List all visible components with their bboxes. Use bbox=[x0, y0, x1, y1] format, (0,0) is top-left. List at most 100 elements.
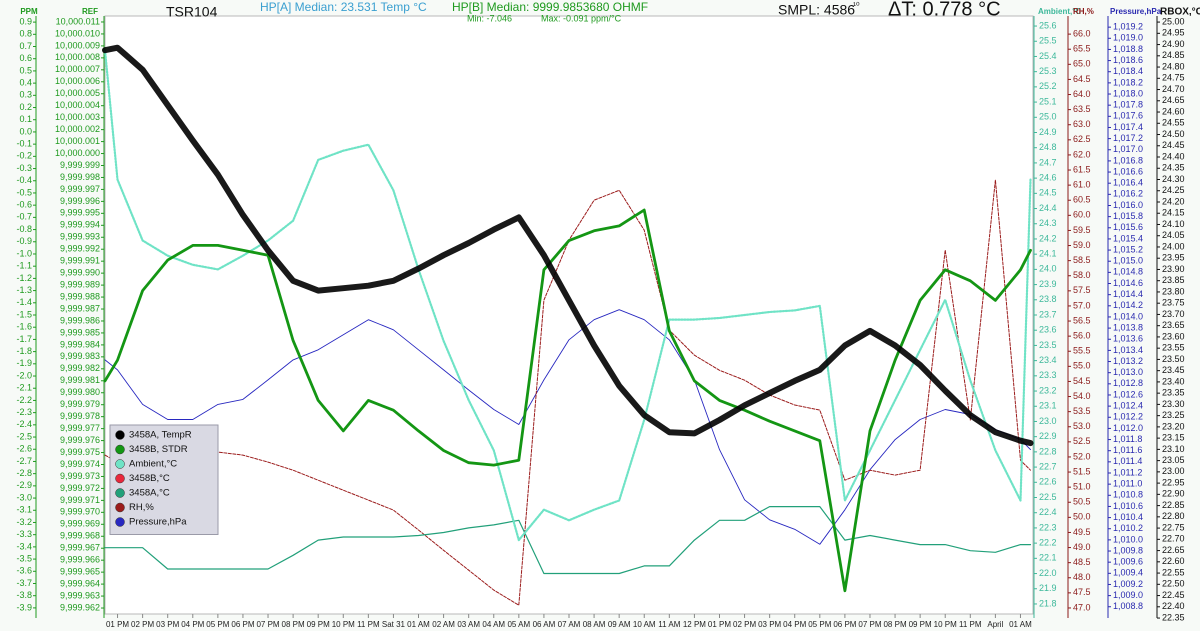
y-tick-label: 9,999.970 bbox=[60, 507, 100, 517]
y-tick-label: 21.8 bbox=[1039, 598, 1057, 608]
y-tick-label: 9,999.993 bbox=[60, 232, 100, 242]
y-tick-label: 9,999.984 bbox=[60, 339, 100, 349]
legend-label: Pressure,hPa bbox=[129, 517, 187, 528]
y-tick-label: 25.2 bbox=[1039, 81, 1057, 91]
y-tick-label: 64.5 bbox=[1073, 74, 1091, 84]
y-tick-label: 1,015.6 bbox=[1113, 222, 1143, 232]
y-tick-label: 1,015.8 bbox=[1113, 211, 1143, 221]
y-tick-label: 1,012.2 bbox=[1113, 412, 1143, 422]
y-tick-label: 1,015.0 bbox=[1113, 256, 1143, 266]
y-tick-label: 49.0 bbox=[1073, 542, 1091, 552]
x-tick-label: 02 PM bbox=[131, 620, 154, 629]
y-tick-label: 1,008.8 bbox=[1113, 601, 1143, 611]
y-tick-label: 51.0 bbox=[1073, 482, 1091, 492]
y-tick-label: 1,012.8 bbox=[1113, 378, 1143, 388]
y-tick-label: 1,016.4 bbox=[1113, 178, 1143, 188]
y-tick-label: 1,018.2 bbox=[1113, 77, 1143, 87]
y-tick-label: 9,999.999 bbox=[60, 160, 100, 170]
y-tick-label: 24.65 bbox=[1162, 95, 1185, 105]
y-tick-label: 10,000.002 bbox=[55, 124, 100, 134]
y-tick-label: -3.1 bbox=[16, 505, 32, 515]
x-tick-label: 04 PM bbox=[181, 620, 204, 629]
y-tick-label: 24.45 bbox=[1162, 140, 1185, 150]
y-tick-label: 0.8 bbox=[19, 29, 32, 39]
y-tick-label: 24.85 bbox=[1162, 50, 1185, 60]
y-tick-label: 9,999.983 bbox=[60, 351, 100, 361]
y-tick-label: 55.5 bbox=[1073, 346, 1091, 356]
legend-label: 3458B,°C bbox=[129, 473, 170, 484]
y-tick-label: 24.40 bbox=[1162, 151, 1185, 161]
y-tick-label: -3.0 bbox=[16, 492, 32, 502]
x-tick-label: 05 AM bbox=[507, 620, 530, 629]
y-tick-label: 1,014.2 bbox=[1113, 300, 1143, 310]
y-tick-label: 9,999.976 bbox=[60, 435, 100, 445]
y-tick-label: -0.2 bbox=[16, 151, 32, 161]
y-tick-label: 9,999.992 bbox=[60, 244, 100, 254]
y-tick-label: -2.6 bbox=[16, 444, 32, 454]
x-tick-label: 08 AM bbox=[583, 620, 606, 629]
y-tick-label: 1,010.8 bbox=[1113, 490, 1143, 500]
y-tick-label: 9,999.979 bbox=[60, 399, 100, 409]
y-tick-label: 10,000.009 bbox=[55, 40, 100, 50]
series-line bbox=[102, 44, 1034, 447]
y-tick-label: -3.7 bbox=[16, 578, 32, 588]
x-tick-label: 04 AM bbox=[482, 620, 505, 629]
y-tick-label: 66.0 bbox=[1073, 28, 1091, 38]
y-tick-label: 0.1 bbox=[19, 114, 32, 124]
x-tick-label: 05 PM bbox=[808, 620, 831, 629]
y-tick-label: 1,018.0 bbox=[1113, 88, 1143, 98]
y-tick-label: 22.50 bbox=[1162, 579, 1185, 589]
x-tick-label: 07 AM bbox=[558, 620, 581, 629]
legend-marker bbox=[115, 473, 125, 484]
y-tick-label: 50.5 bbox=[1073, 497, 1091, 507]
y-tick-label: 24.6 bbox=[1039, 172, 1057, 182]
y-tick-label: 10,000.003 bbox=[55, 112, 100, 122]
y-tick-label: 24.90 bbox=[1162, 39, 1185, 49]
y-tick-label: 24.70 bbox=[1162, 84, 1185, 94]
y-tick-label: 1,017.4 bbox=[1113, 122, 1143, 132]
axis-title: Ambient,°C bbox=[1038, 7, 1081, 16]
x-tick-label: 03 PM bbox=[758, 620, 781, 629]
y-tick-label: 23.20 bbox=[1162, 421, 1185, 431]
y-tick-label: 1,011.6 bbox=[1113, 445, 1142, 455]
y-tick-label: -3.3 bbox=[16, 529, 32, 539]
y-tick-label: -0.5 bbox=[16, 187, 32, 197]
y-tick-label: 0.7 bbox=[19, 41, 32, 51]
y-tick-label: 9,999.968 bbox=[60, 531, 100, 541]
y-tick-label: 24.25 bbox=[1162, 185, 1185, 195]
y-tick-label: 24.3 bbox=[1039, 218, 1057, 228]
series-line bbox=[104, 309, 1031, 545]
y-tick-label: 63.0 bbox=[1073, 119, 1091, 129]
y-tick-label: 23.3 bbox=[1039, 370, 1057, 380]
annotation: ΔT: 0.778 °C bbox=[888, 0, 1001, 20]
y-tick-label: 22.55 bbox=[1162, 567, 1185, 577]
y-tick-label: 1,009.0 bbox=[1113, 590, 1143, 600]
y-tick-label: 1,010.2 bbox=[1113, 523, 1143, 533]
y-tick-label: 22.65 bbox=[1162, 545, 1185, 555]
y-tick-label: 9,999.967 bbox=[60, 543, 100, 553]
axis-title: Pressure,hPa bbox=[1110, 7, 1162, 16]
y-tick-label: -1.7 bbox=[16, 334, 32, 344]
y-tick-label: 9,999.989 bbox=[60, 279, 100, 289]
y-tick-label: 22.80 bbox=[1162, 511, 1185, 521]
y-tick-label: 1,019.0 bbox=[1113, 33, 1143, 43]
y-tick-label: 1,010.0 bbox=[1113, 534, 1143, 544]
y-tick-label: 54.0 bbox=[1073, 391, 1091, 401]
y-tick-label: 23.50 bbox=[1162, 354, 1185, 364]
legend-label: 3458B, STDR bbox=[129, 444, 188, 455]
y-tick-label: 24.20 bbox=[1162, 196, 1185, 206]
y-tick-label: -0.9 bbox=[16, 236, 32, 246]
y-tick-label: 1,018.4 bbox=[1113, 66, 1143, 76]
y-tick-label: 9,999.981 bbox=[60, 375, 100, 385]
y-tick-label: 9,999.982 bbox=[60, 363, 100, 373]
y-tick-label: 47.5 bbox=[1073, 587, 1091, 597]
y-tick-label: 9,999.972 bbox=[60, 483, 100, 493]
y-tick-label: 23.4 bbox=[1039, 355, 1057, 365]
x-tick-label: 08 PM bbox=[282, 620, 305, 629]
y-tick-label: 24.15 bbox=[1162, 208, 1185, 218]
axis-title: REF bbox=[82, 7, 98, 16]
y-tick-label: 22.35 bbox=[1162, 612, 1185, 622]
y-tick-label: 25.4 bbox=[1039, 51, 1057, 61]
y-tick-label: 9,999.963 bbox=[60, 590, 100, 600]
